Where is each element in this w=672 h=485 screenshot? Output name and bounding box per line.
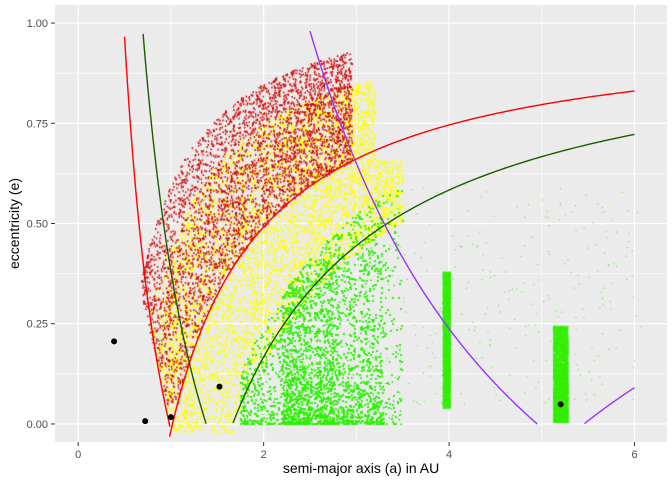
planet-point xyxy=(216,383,223,390)
y-axis: 0.00 0.25 0.50 0.75 1.00 xyxy=(27,18,55,431)
x-tick-label: 0 xyxy=(75,449,81,461)
asteroid-points xyxy=(55,5,667,442)
asteroid-scatter-layer xyxy=(55,5,667,442)
orbit-curve-red xyxy=(168,90,635,437)
orbit-curve-darkgreen xyxy=(232,133,635,424)
planet-points xyxy=(111,338,564,425)
orbit-curve-purple xyxy=(584,386,635,425)
y-axis-title: eccentricity (e) xyxy=(6,178,22,269)
y-tick-label: 0.75 xyxy=(27,118,48,130)
x-tick-label: 4 xyxy=(446,449,452,461)
orbit-curves xyxy=(123,30,635,437)
x-axis-title: semi-major axis (a) in AU xyxy=(283,460,439,476)
planet-point xyxy=(142,418,149,425)
orbit-curve-red xyxy=(123,36,171,427)
y-tick-label: 1.00 xyxy=(27,18,48,30)
x-tick-label: 2 xyxy=(261,449,267,461)
planet-point xyxy=(111,338,118,345)
x-axis: 0 2 4 6 xyxy=(75,442,638,461)
planet-point xyxy=(167,414,174,421)
x-tick-label: 6 xyxy=(631,449,637,461)
y-tick-label: 0.00 xyxy=(27,419,48,431)
planet-point xyxy=(557,401,564,408)
orbit-curve-darkgreen xyxy=(142,33,207,424)
orbit-curve-purple xyxy=(309,30,538,425)
y-tick-label: 0.25 xyxy=(27,319,48,331)
y-tick-label: 0.50 xyxy=(27,219,48,231)
